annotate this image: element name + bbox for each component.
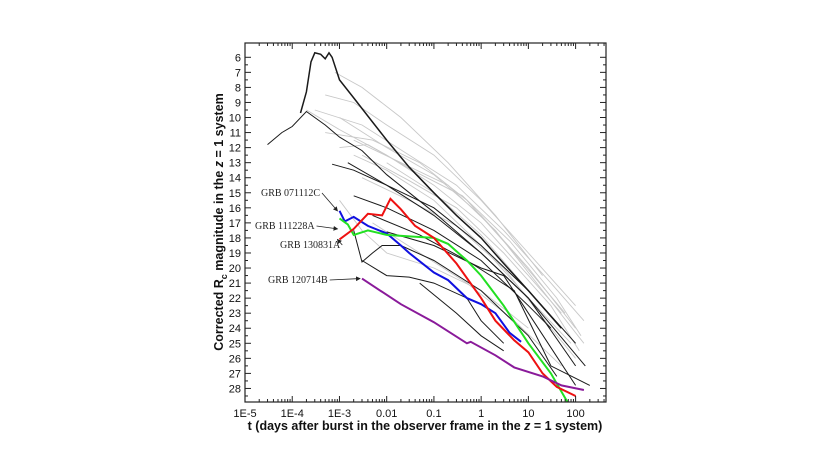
y-tick-label: 10	[229, 113, 241, 125]
highlighted-light-curve-blue	[338, 210, 522, 343]
highlighted-light-curve-red	[338, 197, 577, 397]
y-tick-label: 20	[229, 263, 241, 275]
y-tick-label: 17	[229, 218, 241, 230]
black-light-curve-4	[353, 195, 552, 329]
grey-light-curve-5	[334, 72, 543, 276]
y-tick-label: 23	[229, 308, 241, 320]
grey-light-curve-2	[339, 117, 576, 329]
annotation-arrow	[321, 192, 338, 212]
grey-light-curve-6	[361, 154, 580, 352]
grey-light-curve-13	[361, 177, 576, 359]
x-tick-label: 1	[478, 408, 484, 420]
x-tick-label: 10	[522, 408, 534, 420]
y-tick-label: 21	[229, 278, 241, 290]
y-tick-label: 12	[229, 143, 241, 155]
grey-light-curve-9	[372, 222, 562, 367]
grey-light-curve-11	[325, 132, 566, 314]
grey-light-curve-1	[325, 94, 576, 307]
x-axis-label: t (days after burst in the observer fram…	[248, 419, 603, 433]
y-tick-label: 13	[229, 158, 241, 170]
black-light-curve-2	[331, 163, 576, 344]
annotation-label: GRB 071112C	[261, 188, 320, 199]
annotation-label: GRB 130831A	[280, 240, 341, 251]
y-tick-label: 15	[229, 188, 241, 200]
y-tick-label: 26	[229, 353, 241, 365]
x-tick-label: 0.1	[426, 408, 441, 420]
y-tick-label: 9	[235, 97, 241, 109]
annotation-arrow	[329, 276, 361, 282]
black-light-curve-3	[347, 162, 586, 367]
black-light-curve-0	[299, 51, 562, 329]
series-layer	[267, 51, 591, 402]
grey-light-curve-0	[314, 109, 585, 321]
grey-light-curve-4	[353, 139, 585, 344]
y-tick-label: 18	[229, 233, 241, 245]
annotation-label: GRB 111228A	[255, 221, 315, 232]
x-tick-label: 0.01	[376, 408, 397, 420]
black-light-curve-9	[419, 282, 504, 352]
annotation-arrow	[336, 238, 343, 246]
y-tick-label: 25	[229, 338, 241, 350]
y-tick-label: 24	[229, 323, 241, 335]
y-tick-label: 22	[229, 293, 241, 305]
grey-light-curve-12	[339, 144, 582, 337]
annotation-label: GRB 120714B	[268, 275, 328, 286]
y-tick-label: 19	[229, 248, 241, 260]
y-tick-label: 11	[230, 128, 241, 140]
black-light-curve-8	[372, 214, 591, 386]
y-tick-label: 7	[235, 67, 241, 79]
x-tick-label: 1E-3	[328, 408, 351, 420]
x-tick-label: 1E-4	[281, 408, 304, 420]
y-tick-label: 27	[229, 368, 241, 380]
highlighted-light-curve-purple	[361, 277, 585, 391]
highlighted-light-curve-green	[338, 217, 569, 402]
black-light-curve-5	[361, 260, 505, 344]
black-light-curve-1	[267, 110, 577, 367]
black-light-curve-7	[386, 231, 577, 386]
y-tick-label: 8	[235, 82, 241, 94]
axis-ticks: 1E-5 1E-4 1E-3 0.01 0.1 1 10 100 6 7 8 9 10 11 12 13 14 1…	[229, 43, 606, 420]
annotation-layer: GRB 071112C GRB 111228A GRB 130831A GRB 120…	[255, 188, 361, 286]
y-axis-label: Corrected Rc magnitude in the z = 1 syst…	[212, 93, 229, 351]
grey-light-curve-10	[353, 154, 572, 344]
x-tick-label: 100	[566, 408, 584, 420]
y-tick-label: 16	[229, 203, 241, 215]
y-tick-label: 28	[229, 383, 241, 395]
grey-light-curve-3	[306, 109, 562, 314]
y-tick-label: 14	[229, 173, 241, 185]
annotation-arrow	[316, 225, 339, 231]
y-tick-label: 6	[235, 52, 241, 64]
x-tick-label: 1E-5	[233, 408, 256, 420]
